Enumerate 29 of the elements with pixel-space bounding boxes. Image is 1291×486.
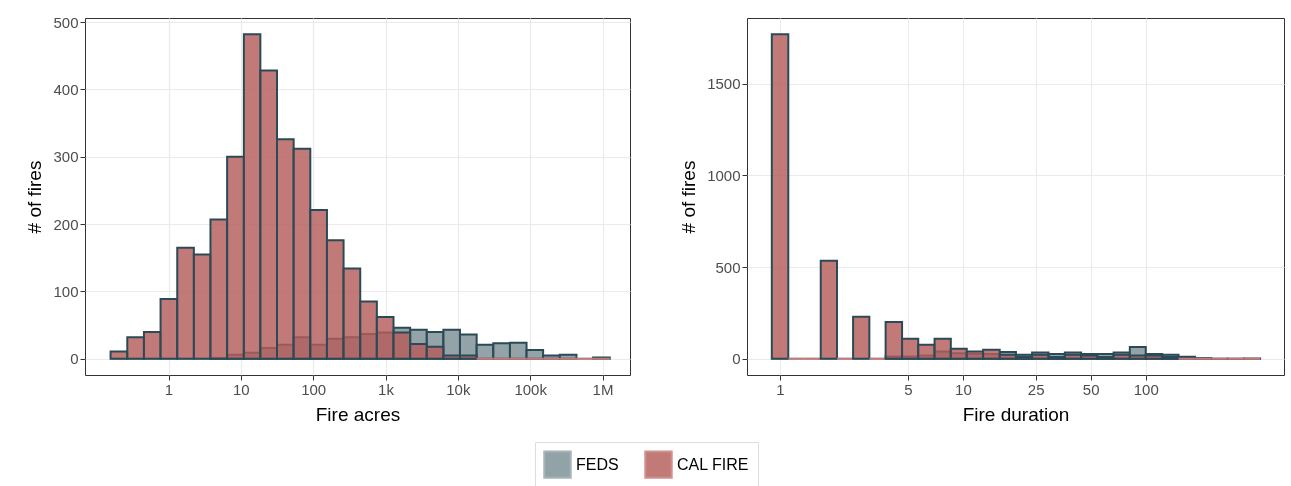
- x-tick-label: 5: [904, 380, 913, 398]
- x-tick-label: 100k: [514, 380, 548, 398]
- x-tick-label: 10k: [446, 380, 471, 398]
- y-tick-label: 1000: [707, 166, 741, 184]
- y-tick-label: 200: [53, 215, 79, 233]
- x-tick-label: 25: [1027, 380, 1045, 398]
- y-tick-label: 300: [53, 148, 79, 166]
- x-tick-label: 50: [1082, 380, 1100, 398]
- y-tick-label: 0: [70, 350, 79, 368]
- x-tick-label: 1M: [592, 380, 614, 398]
- x-tick-label: 100: [301, 380, 327, 398]
- legend-label: CAL FIRE: [677, 455, 749, 473]
- x-tick-label: 100: [1133, 380, 1159, 398]
- x-tick-label: 1k: [378, 380, 395, 398]
- x-axis-title: Fire duration: [962, 403, 1070, 425]
- y-tick-label: 500: [715, 258, 741, 276]
- legend-label: FEDS: [576, 455, 619, 473]
- x-tick-label: 1: [776, 380, 785, 398]
- y-tick-label: 1500: [707, 75, 741, 93]
- x-tick-label: 1: [164, 380, 174, 398]
- y-tick-label: 500: [53, 13, 79, 31]
- y-axis-title: # of fires: [24, 160, 46, 234]
- x-axis-title: Fire acres: [315, 403, 401, 425]
- y-axis-title: # of fires: [678, 160, 700, 234]
- x-tick-label: 10: [955, 380, 972, 398]
- y-tick-label: 100: [53, 282, 79, 300]
- y-tick-label: 400: [53, 80, 79, 98]
- y-tick-label: 0: [732, 350, 741, 368]
- x-tick-label: 10: [233, 380, 250, 398]
